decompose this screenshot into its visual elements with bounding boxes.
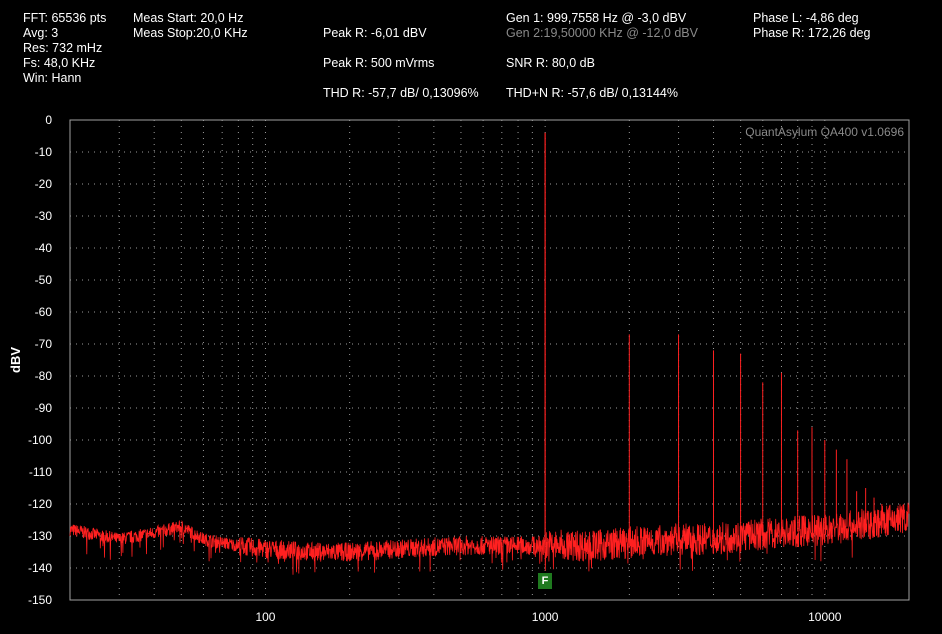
y-tick-label: -60 [35, 305, 53, 319]
snr-readout: SNR R: 80,0 dB [506, 56, 595, 70]
y-tick-label: -100 [28, 433, 52, 447]
x-tick-label: 10000 [808, 610, 842, 624]
peak-mvrms-readout: Peak R: 500 mVrms [323, 56, 435, 70]
y-tick-label: -120 [28, 497, 52, 511]
gen1-readout: Gen 1: 999,7558 Hz @ -3,0 dBV [506, 11, 687, 25]
y-axis-label: dBV [8, 347, 23, 373]
gen2-readout: Gen 2:19,50000 KHz @ -12,0 dBV [506, 26, 698, 40]
meas-start-readout: Meas Start: 20,0 Hz [133, 11, 244, 25]
x-tick-label: 1000 [532, 610, 559, 624]
noise-floor-line [69, 502, 910, 575]
resolution-readout: Res: 732 mHz [23, 41, 103, 55]
y-axis-tick-labels: 0 -10 -20 -30 -40 -50 -60 -70 -80 -90 -100 -110 -120… [28, 113, 52, 607]
y-tick-label: -20 [35, 177, 53, 191]
y-tick-label: -10 [35, 145, 53, 159]
thdn-readout: THD+N R: -57,6 dB/ 0,13144% [506, 86, 678, 100]
phase-l-readout: Phase L: -4,86 deg [753, 11, 859, 25]
y-tick-label: -40 [35, 241, 53, 255]
averaging-readout: Avg: 3 [23, 26, 59, 40]
meas-stop-readout: Meas Stop:20,0 KHz [133, 26, 248, 40]
y-tick-label: 0 [45, 113, 52, 127]
peak-dbv-readout: Peak R: -6,01 dBV [323, 26, 427, 40]
fundamental-marker[interactable]: F [538, 573, 552, 589]
sample-rate-readout: Fs: 48,0 KHz [23, 56, 96, 70]
y-tick-label: -80 [35, 369, 53, 383]
harmonic-peaks [628, 334, 890, 543]
y-tick-label: -70 [35, 337, 53, 351]
fft-size-readout: FFT: 65536 pts [23, 11, 107, 25]
y-tick-label: -30 [35, 209, 53, 223]
y-tick-label: -130 [28, 529, 52, 543]
window-readout: Win: Hann [23, 71, 82, 85]
y-tick-label: -90 [35, 401, 53, 415]
y-tick-label: -110 [29, 465, 52, 479]
watermark: QuantAsylum QA400 v1.0696 [745, 125, 904, 139]
y-tick-label: -50 [35, 273, 53, 287]
phase-r-readout: Phase R: 172,26 deg [753, 26, 871, 40]
y-tick-label: -140 [28, 561, 52, 575]
spectrum-trace [69, 132, 910, 575]
x-axis-tick-labels: 100 1000 10000 [255, 610, 841, 624]
x-tick-label: 100 [255, 610, 275, 624]
y-tick-label: -150 [28, 593, 52, 607]
thd-readout: THD R: -57,7 dB/ 0,13096% [323, 86, 479, 100]
plot-frame [69, 119, 910, 601]
